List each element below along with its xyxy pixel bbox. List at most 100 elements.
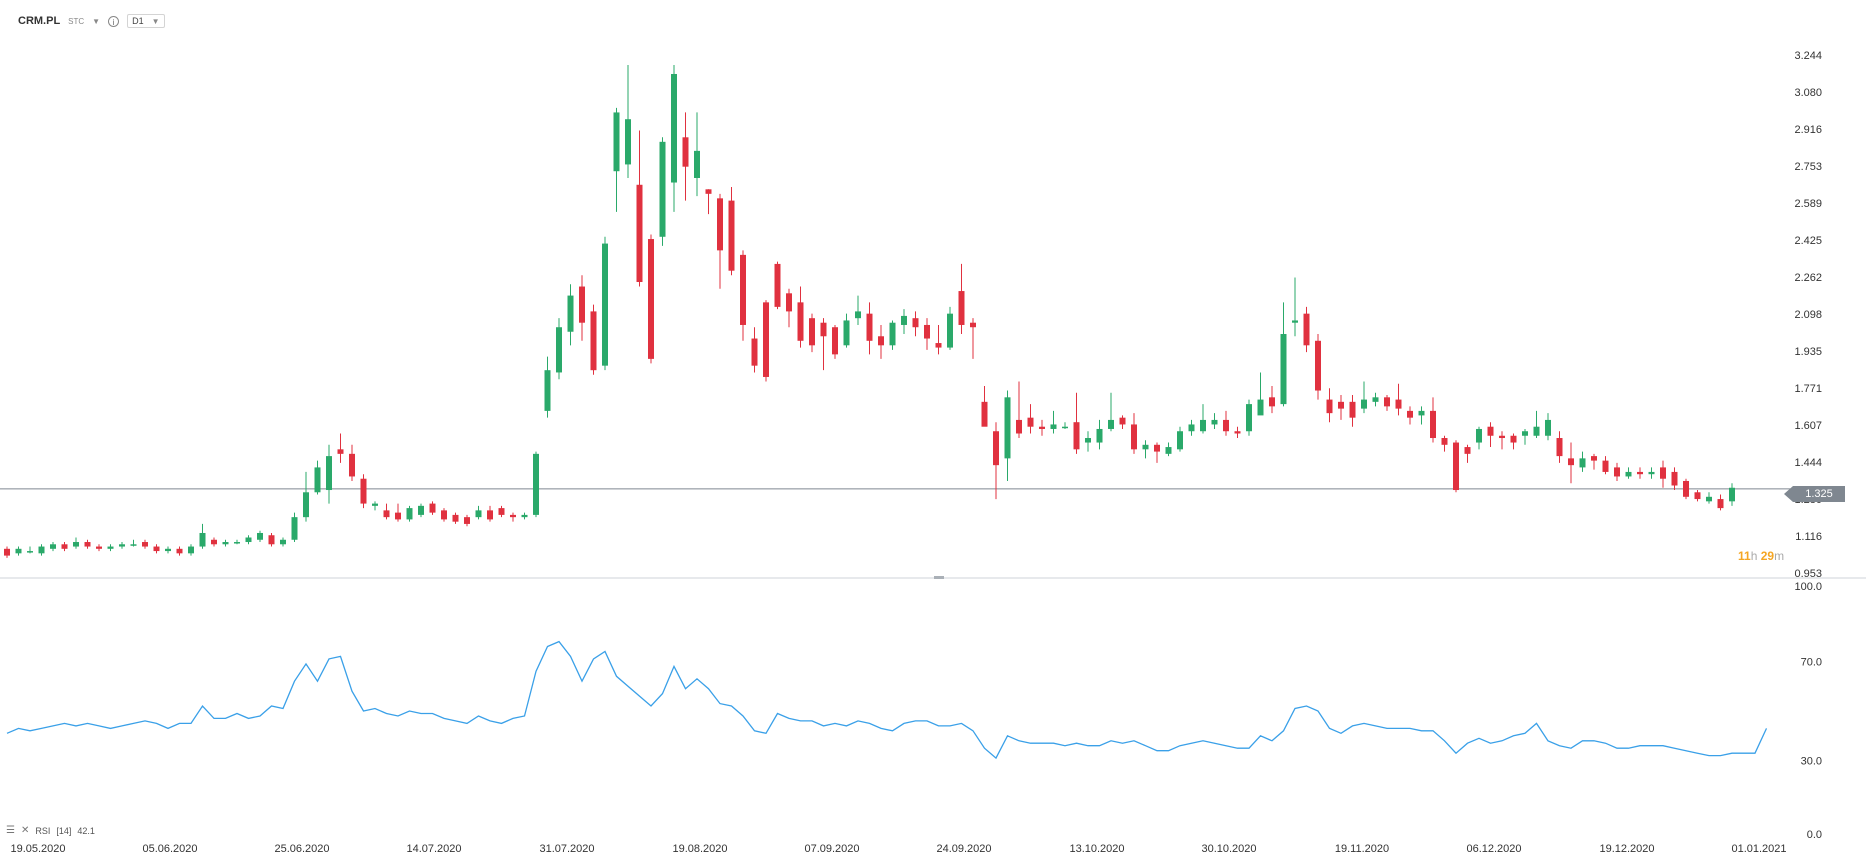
candle (1165, 442, 1172, 457)
date-tick-label: 31.07.2020 (539, 843, 594, 855)
candle (1234, 426, 1241, 439)
candle-body (728, 200, 735, 271)
candle (1315, 334, 1321, 400)
candle-body (199, 532, 206, 547)
candle (406, 505, 413, 522)
candle-body (533, 453, 539, 515)
candle-body (1545, 419, 1551, 436)
candle-body (970, 322, 976, 328)
candle (1464, 444, 1471, 463)
candle (981, 386, 988, 427)
candle (280, 537, 286, 547)
candle (740, 250, 746, 341)
candle (165, 546, 171, 554)
price-tick-label: 2.916 (1794, 124, 1822, 136)
candle (1292, 277, 1298, 337)
candle-body (1441, 438, 1448, 445)
price-tick-label: 2.425 (1794, 235, 1822, 247)
candle (1096, 419, 1103, 450)
candle-body (1177, 431, 1183, 450)
candle-body (590, 311, 597, 371)
candle (50, 542, 56, 552)
candle (533, 451, 539, 518)
candle-body (1579, 458, 1586, 468)
date-tick-label: 25.06.2020 (274, 843, 329, 855)
candle (1729, 483, 1735, 506)
close-icon[interactable]: ✕ (20, 825, 30, 836)
interval-selector[interactable]: D1 ▼ (127, 14, 165, 28)
candle (820, 318, 827, 371)
candle-body (1315, 340, 1321, 391)
candle-body (625, 119, 631, 165)
rsi-tick-label: 30.0 (1801, 756, 1822, 768)
candle (510, 512, 516, 522)
date-tick-label: 01.01.2021 (1731, 843, 1786, 855)
candle (1326, 388, 1333, 423)
candle-body (889, 322, 896, 346)
candle-body (165, 548, 171, 552)
candle-body (912, 318, 919, 328)
candle-body (429, 503, 436, 513)
candle-body (1637, 471, 1643, 475)
candle (1625, 467, 1632, 479)
rsi-legend: ☰ ✕ RSI [14] 42.1 (6, 825, 95, 836)
candle (889, 320, 896, 350)
candle-body (1142, 444, 1149, 450)
candle (1407, 406, 1413, 425)
candle (464, 514, 470, 527)
candle-body (222, 542, 229, 545)
candle-body (1131, 424, 1137, 450)
candle (1533, 410, 1540, 439)
candle-body (107, 546, 114, 549)
candle (1395, 383, 1402, 416)
price-tick-label: 2.262 (1794, 272, 1822, 284)
candle (694, 112, 700, 197)
candle-body (372, 503, 378, 506)
candle (1556, 431, 1563, 463)
rsi-legend-params: [14] (56, 825, 72, 836)
candle (1579, 451, 1586, 472)
pane-resize-handle[interactable] (934, 576, 944, 579)
candle (1545, 413, 1551, 441)
candle-body (1683, 480, 1689, 497)
candle-body (153, 546, 160, 552)
price-tick-label: 1.444 (1794, 457, 1822, 469)
candle (1694, 490, 1701, 502)
chart-type-selector[interactable]: STC (68, 16, 85, 26)
candle-body (130, 544, 137, 546)
date-tick-label: 06.12.2020 (1466, 843, 1521, 855)
candle (1384, 395, 1390, 411)
candle (1637, 467, 1643, 479)
candle-body (73, 542, 79, 547)
candle (222, 539, 229, 547)
candle (475, 505, 482, 520)
candle (27, 546, 33, 554)
date-tick-label: 19.11.2020 (1335, 843, 1389, 855)
info-icon[interactable]: i (108, 15, 120, 27)
indicator-menu-icon[interactable]: ☰ (6, 825, 15, 836)
rsi-tick-label: 70.0 (1801, 656, 1822, 668)
chevron-down-icon[interactable]: ▼ (92, 16, 101, 26)
candle-body (188, 546, 194, 554)
rsi-tick-label: 100.0 (1794, 581, 1822, 593)
candle (786, 288, 792, 328)
candle-body (682, 137, 689, 167)
candle (1338, 395, 1344, 420)
candle-body (1096, 428, 1103, 443)
candle-body (843, 320, 850, 346)
candle (314, 460, 321, 495)
candle-body (1303, 313, 1310, 346)
candle (1717, 494, 1724, 511)
candle (544, 356, 551, 418)
candle-body (27, 551, 33, 553)
candle (1602, 456, 1609, 475)
instrument-symbol[interactable]: CRM.PL (18, 15, 61, 27)
date-tick-label: 13.10.2020 (1069, 843, 1124, 855)
candle-body (176, 548, 183, 554)
candle-body (901, 315, 907, 325)
candle (38, 544, 45, 556)
candle-body (1706, 496, 1712, 502)
candle-body (1625, 471, 1632, 477)
candle-body (740, 254, 746, 325)
